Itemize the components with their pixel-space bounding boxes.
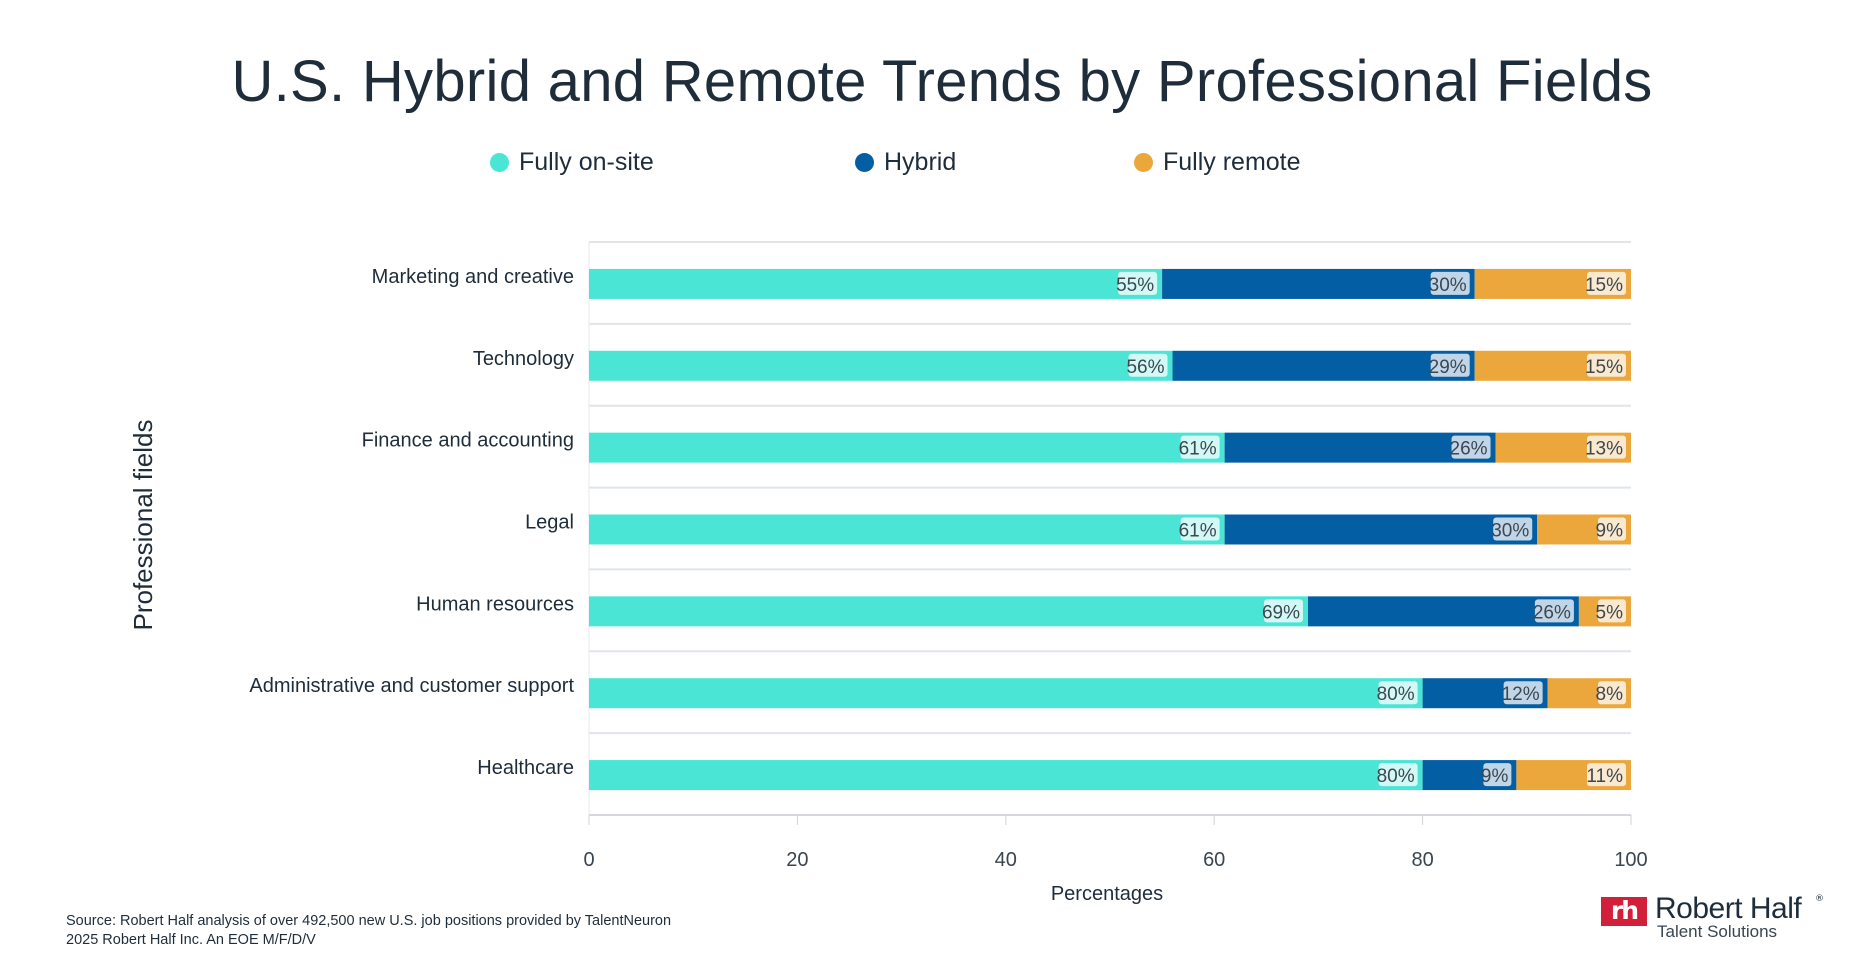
category-label: Marketing and creative — [372, 266, 574, 288]
data-label-bg — [1503, 681, 1543, 705]
data-label: 80% — [1377, 684, 1415, 705]
data-label: 8% — [1596, 684, 1624, 705]
data-label: 29% — [1429, 357, 1467, 378]
registered-icon: ® — [1815, 894, 1824, 904]
x-tick-label: 0 — [583, 849, 594, 871]
source-note: Source: Robert Half analysis of over 492… — [66, 912, 671, 950]
data-label-bg — [1598, 517, 1626, 541]
data-label-bg — [1378, 681, 1418, 705]
category-label: Human resources — [416, 593, 574, 615]
data-label: 30% — [1429, 275, 1467, 296]
copyright-text: 2025 Robert Half Inc. An EOE M/F/D/V — [66, 932, 316, 948]
data-label-bg — [1493, 517, 1533, 541]
data-label-bg — [1587, 353, 1626, 377]
data-label-bg — [1598, 681, 1626, 705]
bar-segment — [589, 514, 1225, 545]
legend-dot-icon — [490, 153, 509, 172]
data-label-bg — [1118, 271, 1158, 295]
bar-segment — [589, 678, 1423, 709]
bar-segment — [589, 350, 1173, 381]
data-label-bg — [1534, 599, 1574, 623]
category-label: Technology — [473, 348, 574, 370]
data-label: 61% — [1179, 439, 1217, 460]
data-label: 5% — [1596, 602, 1624, 623]
logo-name: Robert Half — [1655, 892, 1802, 925]
data-label-bg — [1430, 271, 1470, 295]
data-label-bg — [1587, 763, 1626, 787]
data-label-bg — [1598, 599, 1626, 623]
bar-segment — [1307, 596, 1579, 627]
data-label-bg — [1378, 763, 1418, 787]
data-label: 12% — [1502, 684, 1540, 705]
data-label-bg — [1180, 517, 1220, 541]
x-tick-label: 40 — [995, 849, 1017, 871]
bar-segment — [1162, 268, 1475, 299]
data-label-bg — [1430, 353, 1470, 377]
logo-sub: Talent Solutions — [1657, 922, 1778, 941]
x-axis-label: Percentages — [1051, 883, 1163, 905]
legend-label: Fully on-site — [519, 148, 654, 176]
data-label: 9% — [1596, 521, 1624, 542]
bar-segment — [589, 596, 1308, 627]
legend-label: Hybrid — [884, 148, 957, 176]
data-label: 15% — [1585, 275, 1623, 296]
data-label: 11% — [1586, 766, 1623, 787]
bar-segment — [589, 268, 1163, 299]
data-label: 55% — [1116, 275, 1154, 296]
category-label: Administrative and customer support — [249, 675, 574, 697]
logo-mark: rh — [1601, 897, 1647, 926]
data-label-bg — [1180, 435, 1220, 459]
source-text: Source: Robert Half analysis of over 492… — [66, 913, 672, 929]
data-label: 69% — [1262, 602, 1300, 623]
x-tick-label: 80 — [1411, 849, 1433, 871]
x-tick-label: 20 — [786, 849, 808, 871]
data-label: 30% — [1491, 521, 1529, 542]
category-label: Finance and accounting — [362, 430, 574, 452]
x-tick-label: 100 — [1614, 849, 1647, 871]
data-label-bg — [1587, 435, 1626, 459]
data-label: 56% — [1126, 357, 1164, 378]
data-label-bg — [1128, 353, 1168, 377]
data-label-bg — [1451, 435, 1491, 459]
bar-segment — [1172, 350, 1475, 381]
data-label-bg — [1483, 763, 1512, 787]
data-label-bg — [1587, 271, 1626, 295]
data-label: 9% — [1481, 766, 1509, 787]
data-label-bg — [1263, 599, 1303, 623]
legend-item-hybrid: Hybrid — [855, 148, 956, 177]
data-label: 80% — [1377, 766, 1415, 787]
data-label: 13% — [1585, 439, 1623, 460]
category-label: Healthcare — [477, 757, 574, 779]
legend-item-fully-on-site: Fully on-site — [490, 148, 654, 177]
legend-dot-icon — [1134, 153, 1153, 172]
bar-segment — [589, 432, 1225, 463]
legend-dot-icon — [855, 153, 874, 172]
data-label: 15% — [1585, 357, 1623, 378]
data-label: 26% — [1533, 602, 1571, 623]
bar-segment — [589, 760, 1423, 791]
data-label: 61% — [1179, 521, 1217, 542]
bar-segment — [1224, 514, 1538, 545]
bar-segment — [1224, 432, 1496, 463]
legend-item-fully-remote: Fully remote — [1134, 148, 1301, 177]
category-label: Legal — [525, 512, 574, 534]
legend-label: Fully remote — [1163, 148, 1301, 176]
data-label: 26% — [1450, 439, 1488, 460]
chart-title: U.S. Hybrid and Remote Trends by Profess… — [231, 49, 1653, 114]
y-axis-label: Professional fields — [128, 420, 158, 631]
x-tick-label: 60 — [1203, 849, 1225, 871]
